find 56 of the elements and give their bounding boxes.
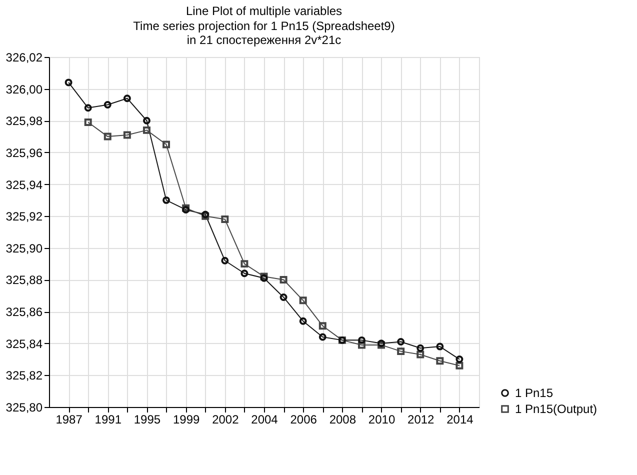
y-tick-label: 325,96: [6, 146, 43, 160]
point: [416, 344, 424, 352]
point: [162, 140, 170, 148]
point: [280, 276, 288, 284]
point: [397, 348, 405, 356]
x-tick-label: 2008: [329, 412, 356, 426]
y-tick-label: 325,86: [6, 305, 43, 320]
chart-title: Line Plot of multiple variables: [186, 4, 342, 18]
point: [240, 260, 248, 268]
point: [318, 322, 326, 330]
point: [456, 362, 464, 370]
y-tick-label: 325,80: [6, 400, 43, 414]
y-tick-label: 325,92: [6, 210, 43, 224]
point: [358, 336, 366, 344]
y-tick-label: 326,00: [6, 82, 43, 96]
point: [84, 104, 92, 112]
x-tick-label: 2006: [290, 412, 318, 426]
point: [162, 196, 170, 204]
point: [123, 131, 131, 139]
point: [436, 357, 444, 365]
x-tick-label: 1995: [134, 412, 161, 426]
x-tick-label: 2002: [212, 412, 240, 426]
point: [104, 100, 112, 108]
point: [397, 338, 405, 346]
point: [240, 270, 248, 278]
point: [123, 94, 131, 102]
point: [142, 116, 150, 124]
x-tick-label: 2004: [251, 412, 278, 426]
x-tick-label: 1999: [172, 412, 200, 426]
x-tick-label: 1987: [56, 412, 83, 426]
point: [358, 341, 366, 349]
point: [142, 126, 150, 134]
point: [299, 317, 307, 325]
x-tick-label: 2014: [446, 412, 474, 426]
y-tick-label: 325,88: [6, 273, 43, 288]
legend-label: 1 Pn15: [515, 386, 554, 400]
point: [299, 296, 307, 304]
point: [221, 256, 229, 264]
point: [104, 132, 112, 140]
y-tick-label: 325,98: [6, 114, 43, 128]
point: [436, 342, 444, 350]
x-tick-label: 2010: [368, 412, 396, 426]
point: [221, 216, 229, 224]
x-tick-label: 2012: [408, 412, 435, 426]
point: [416, 350, 424, 358]
legend-label: 1 Pn15(Output): [515, 402, 598, 416]
y-tick-label: 325,90: [6, 241, 43, 256]
point: [280, 293, 288, 301]
y-tick-label: 325,94: [6, 178, 43, 192]
point: [84, 118, 92, 126]
y-tick-label: 325,84: [6, 336, 43, 351]
y-tick-label: 325,82: [6, 368, 43, 383]
chart-subtitle: Time series projection for 1 Pn15 (Spreadsheet9) in 21 спостережeння 2v*21c: [133, 19, 395, 47]
x-tick-label: 1991: [94, 412, 122, 426]
point: [318, 333, 326, 341]
y-tick-label: 326,02: [6, 50, 43, 64]
